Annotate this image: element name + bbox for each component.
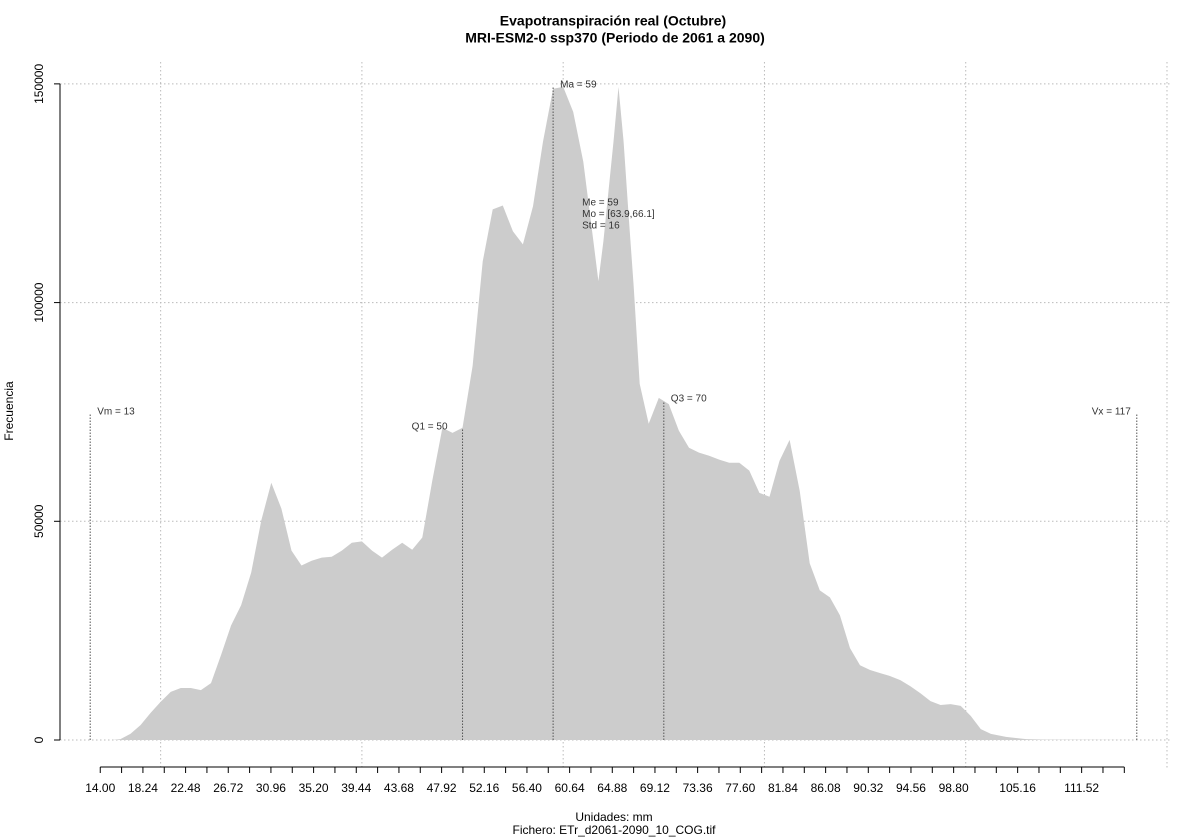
x-tick-label: 77.60 bbox=[725, 781, 755, 795]
x-tick-label: 81.84 bbox=[768, 781, 798, 795]
x-tick-label: 64.88 bbox=[597, 781, 627, 795]
marker-label: Vm = 13 bbox=[97, 406, 135, 417]
y-axis-label: Frecuencia bbox=[2, 381, 16, 441]
caption: Fichero: ETr_d2061-2090_10_COG.tif bbox=[513, 823, 717, 837]
x-axis-label: Unidades: mm bbox=[575, 810, 652, 824]
y-tick-label: 50000 bbox=[32, 504, 46, 538]
marker-label: Vx = 117 bbox=[1092, 406, 1131, 417]
stat-label: Mo = [63.9,66.1] bbox=[582, 209, 655, 220]
y-tick-label: 150000 bbox=[32, 64, 46, 104]
x-tick-label: 47.92 bbox=[427, 781, 457, 795]
x-tick-label: 18.24 bbox=[128, 781, 158, 795]
x-tick-label: 22.48 bbox=[171, 781, 201, 795]
x-tick-label: 52.16 bbox=[469, 781, 499, 795]
marker-label: Q1 = 50 bbox=[412, 422, 448, 433]
x-tick-label: 60.64 bbox=[555, 781, 585, 795]
marker-label: Q3 = 70 bbox=[671, 394, 707, 405]
x-tick-label: 98.80 bbox=[939, 781, 969, 795]
chart-subtitle: MRI-ESM2-0 ssp370 (Periodo de 2061 a 209… bbox=[465, 30, 765, 46]
chart-title: Evapotranspiración real (Octubre) bbox=[500, 13, 726, 29]
y-tick-label: 0 bbox=[32, 736, 46, 743]
y-tick-label: 100000 bbox=[32, 282, 46, 322]
x-tick-label: 26.72 bbox=[213, 781, 243, 795]
x-tick-label: 105.16 bbox=[999, 781, 1036, 795]
stat-label: Me = 59 bbox=[582, 198, 619, 209]
x-tick-label: 90.32 bbox=[853, 781, 883, 795]
x-tick-label: 111.52 bbox=[1064, 781, 1099, 795]
x-tick-label: 94.56 bbox=[896, 781, 926, 795]
x-tick-label: 56.40 bbox=[512, 781, 542, 795]
x-tick-label: 69.12 bbox=[640, 781, 670, 795]
x-tick-label: 73.36 bbox=[683, 781, 713, 795]
marker-label: Ma = 59 bbox=[560, 80, 597, 91]
stat-label: Std = 16 bbox=[582, 221, 620, 232]
density-area bbox=[100, 86, 1137, 740]
x-tick-label: 39.44 bbox=[341, 781, 371, 795]
x-tick-label: 35.20 bbox=[299, 781, 329, 795]
x-tick-label: 14.00 bbox=[85, 781, 115, 795]
x-tick-label: 43.68 bbox=[384, 781, 414, 795]
x-tick-label: 86.08 bbox=[811, 781, 841, 795]
x-tick-label: 30.96 bbox=[256, 781, 286, 795]
